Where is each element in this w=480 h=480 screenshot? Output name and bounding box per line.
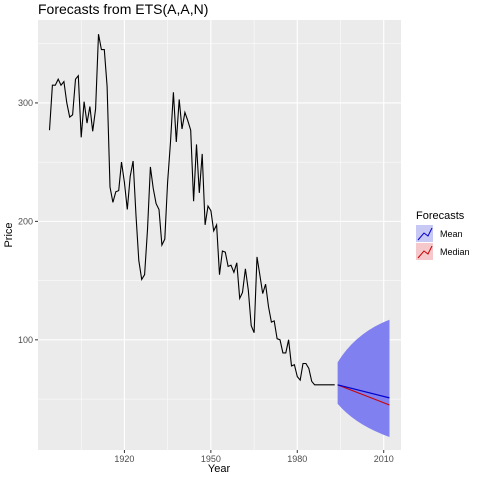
y-tick-label: 300 <box>18 98 33 108</box>
x-axis-ticks: 1920 1950 1980 2010 <box>114 450 394 464</box>
legend-key-median <box>416 243 433 260</box>
legend-title: Forecasts <box>416 210 465 222</box>
mean-line <box>337 384 390 399</box>
interval-band <box>337 319 390 437</box>
forecast-lines <box>337 384 390 406</box>
y-tick-label: 100 <box>18 335 33 345</box>
x-tick-label: 2010 <box>374 454 394 464</box>
y-axis-title: Price <box>3 222 15 247</box>
x-axis-title: Year <box>208 463 231 475</box>
x-tick-label: 1950 <box>201 454 221 464</box>
x-tick-label: 1920 <box>114 454 134 464</box>
x-tick-label: 1980 <box>287 454 307 464</box>
prediction-interval <box>337 319 390 437</box>
history-line <box>48 34 335 386</box>
legend-label: Mean <box>440 229 463 239</box>
y-tick-label: 200 <box>18 216 33 226</box>
chart-title: Forecasts from ETS(A,A,N) <box>38 1 208 17</box>
y-axis-ticks: 100 200 300 <box>18 98 38 345</box>
median-line <box>337 384 390 406</box>
history-series <box>48 34 335 386</box>
legend-key-mean <box>416 225 433 242</box>
legend: Forecasts Mean Median <box>416 210 470 260</box>
legend-label: Median <box>440 247 470 257</box>
